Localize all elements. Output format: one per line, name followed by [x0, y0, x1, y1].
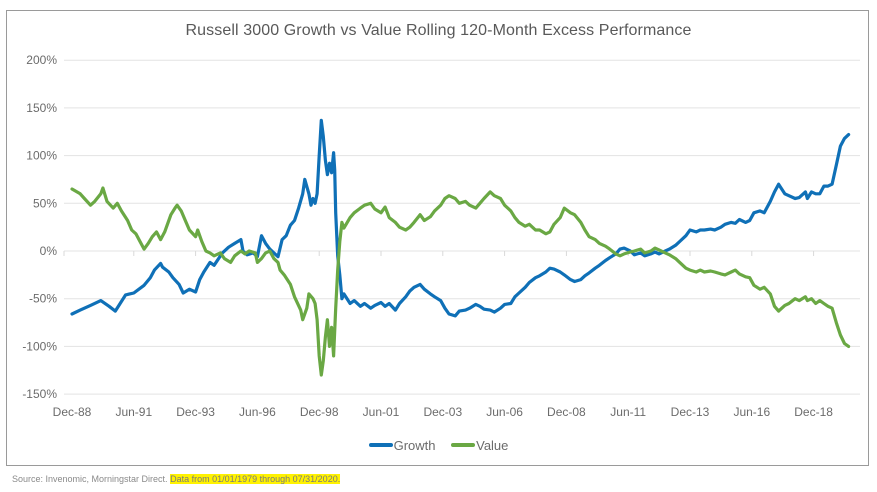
x-tick-label: Dec-88	[53, 405, 92, 419]
source-text: Source: Invenomic, Morningstar Direct.	[12, 474, 168, 484]
y-tick-label: 50%	[33, 196, 57, 210]
y-tick-label: -150%	[22, 387, 57, 401]
x-tick-label: Jun-01	[363, 405, 400, 419]
y-tick-label: 150%	[26, 101, 57, 115]
x-axis-ticks: Dec-88 Jun-91 Dec-93 Jun-96 Dec-98 Jun-01 Dec-…	[53, 405, 834, 419]
source-note: Source: Invenomic, Morningstar Direct. D…	[12, 474, 341, 484]
x-tick-label: Dec-03	[423, 405, 462, 419]
x-tick-label: Jun-96	[239, 405, 276, 419]
x-tick-label: Jun-16	[733, 405, 770, 419]
legend-label-growth: Growth	[393, 437, 436, 453]
x-tick-label: Jun-91	[115, 405, 152, 419]
x-tick-label: Dec-98	[300, 405, 339, 419]
x-tick-label: Dec-18	[794, 405, 833, 419]
legend-swatch-value	[451, 443, 476, 447]
y-tick-label: -100%	[22, 339, 57, 353]
source-date-range-highlight: Data from 01/01/1979 through 07/31/2020.	[170, 474, 341, 484]
chart-title: Russell 3000 Growth vs Value Rolling 120…	[185, 22, 692, 39]
legend-item-value: Value	[451, 438, 508, 453]
y-axis-ticks: 200% 150% 100% 50% 0% -50% -100% -150%	[22, 53, 57, 401]
legend-item-growth: Growth	[368, 437, 436, 453]
legend-label-value: Value	[476, 437, 509, 453]
y-tick-label: 200%	[26, 53, 57, 67]
x-tick-label: Jun-06	[486, 405, 523, 419]
series-line-growth	[70, 118, 851, 318]
x-tick-label: Dec-93	[176, 405, 215, 419]
x-tick-label: Dec-13	[671, 405, 710, 419]
series-line-value	[70, 186, 851, 377]
x-tick-label: Jun-11	[610, 405, 646, 419]
y-tick-label: -50%	[29, 292, 57, 306]
gridlines	[63, 59, 860, 395]
x-tick-label: Dec-08	[547, 405, 586, 419]
legend-swatch-growth	[368, 443, 393, 447]
y-tick-label: 0%	[40, 244, 58, 258]
series-lines	[70, 118, 851, 377]
legend: Growth Value	[0, 435, 877, 453]
y-tick-label: 100%	[26, 149, 57, 163]
